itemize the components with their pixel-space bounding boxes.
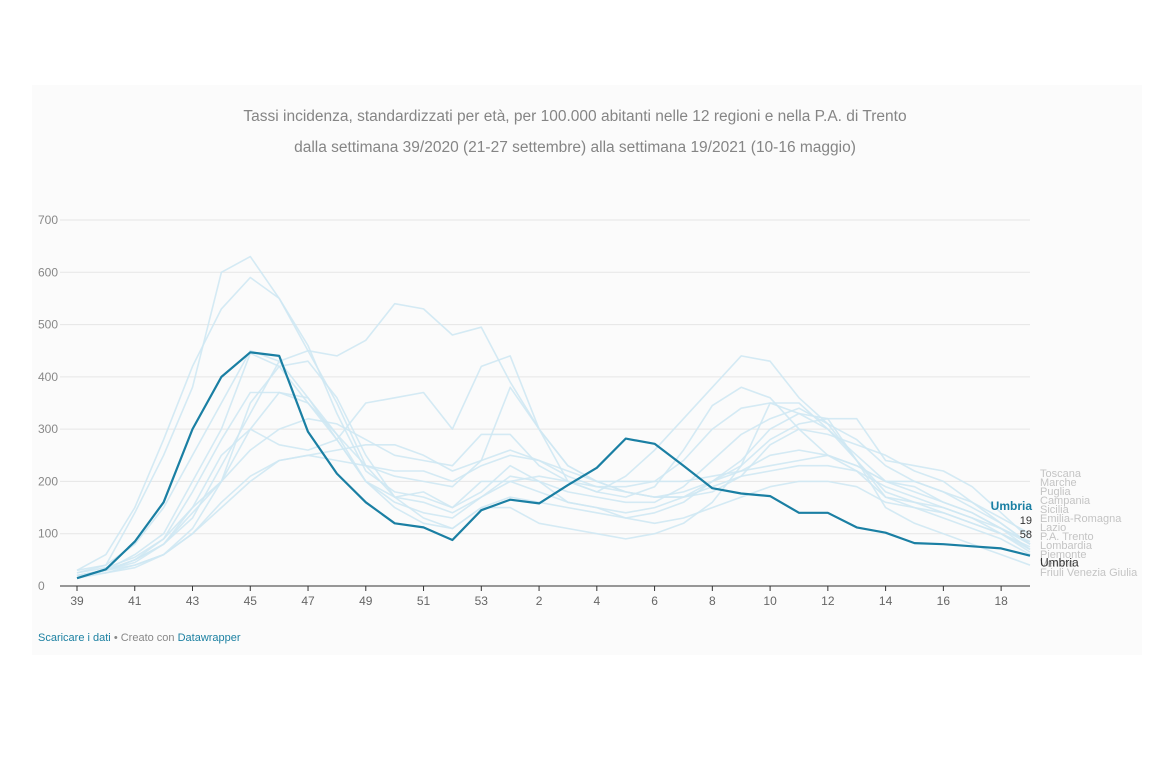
- x-tick-label: 49: [359, 594, 373, 608]
- series-line: [76, 443, 1031, 577]
- series-line: [76, 402, 1031, 574]
- x-tick-label: 10: [763, 594, 777, 608]
- series-end-label: Lazio: [1040, 522, 1066, 534]
- y-tick-label: 300: [38, 422, 58, 436]
- x-tick-label: 6: [651, 594, 658, 608]
- series-line: [76, 428, 1031, 577]
- highlight-value-label: 58: [1020, 529, 1032, 541]
- series-end-label: Emilia-Romagna: [1040, 513, 1122, 525]
- series-end-label: Piemonte: [1040, 549, 1086, 561]
- download-data-link[interactable]: Scaricare i dati: [38, 632, 111, 644]
- chart-card: [32, 85, 1142, 655]
- series-end-label: Friuli Venezia Giulia: [1040, 567, 1138, 579]
- y-tick-label: 400: [38, 370, 58, 384]
- y-tick-label: 700: [38, 213, 58, 227]
- series-end-label: Campania: [1040, 495, 1091, 507]
- series-line: [76, 352, 1031, 577]
- series-end-label: Sicilia: [1040, 504, 1070, 516]
- x-tick-label: 51: [417, 594, 431, 608]
- x-tick-label: 47: [301, 594, 315, 608]
- x-tick-label: 16: [937, 594, 951, 608]
- series-line: [76, 302, 1031, 577]
- series-end-label: Veneto: [1040, 558, 1074, 570]
- x-tick-label: 53: [475, 594, 489, 608]
- highlight-value-label: 19: [1020, 515, 1032, 527]
- y-tick-label: 200: [38, 474, 58, 488]
- series-line: [76, 255, 1031, 574]
- highlight-value-label-name: Umbria: [991, 499, 1033, 513]
- x-tick-label: 45: [244, 594, 258, 608]
- y-tick-label: 0: [38, 579, 45, 593]
- x-tick-label: 2: [536, 594, 543, 608]
- y-tick-label: 100: [38, 527, 58, 541]
- x-tick-label: 18: [994, 594, 1008, 608]
- x-tick-label: 41: [128, 594, 142, 608]
- series-line: [76, 355, 1031, 577]
- series-end-label: Lombardia: [1040, 540, 1093, 552]
- chart-title: Tassi incidenza, standardizzati per età,…: [243, 108, 907, 125]
- x-tick-label: 43: [186, 594, 200, 608]
- x-tick-label: 4: [593, 594, 600, 608]
- chart-footer: Scaricare i dati • Creato con Datawrappe…: [38, 632, 241, 644]
- y-tick-label: 500: [38, 318, 58, 332]
- footer-separator: • Creato con: [110, 632, 178, 644]
- y-tick-label: 600: [38, 265, 58, 279]
- highlight-series-end-label: Umbria: [1040, 556, 1079, 570]
- series-end-label: P.A. Trento: [1040, 531, 1094, 543]
- highlight-series-line: [76, 351, 1031, 580]
- chart-subtitle: dalla settimana 39/2020 (21-27 settembre…: [294, 139, 856, 156]
- series-end-label: Marche: [1040, 477, 1077, 489]
- x-tick-label: 14: [879, 594, 893, 608]
- x-tick-label: 8: [709, 594, 716, 608]
- series-end-label: Puglia: [1040, 486, 1071, 498]
- series-line: [76, 276, 1031, 572]
- x-tick-label: 12: [821, 594, 835, 608]
- datawrapper-link[interactable]: Datawrapper: [177, 632, 241, 644]
- series-line: [76, 360, 1031, 579]
- series-end-label: Toscana: [1040, 468, 1082, 480]
- series-line: [76, 349, 1031, 572]
- x-tick-label: 39: [70, 594, 84, 608]
